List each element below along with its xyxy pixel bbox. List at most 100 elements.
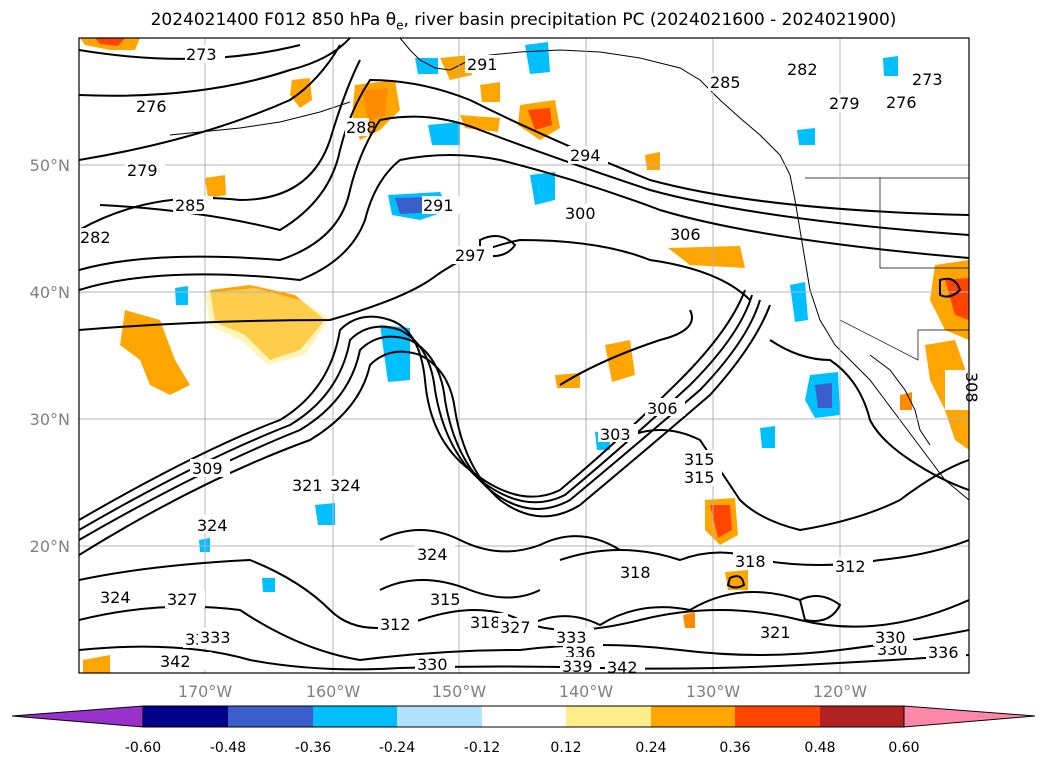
shade-blob <box>528 108 552 130</box>
contour <box>79 304 771 556</box>
shade-blob <box>710 505 732 538</box>
contour-label: 324 <box>330 476 361 495</box>
shade-blob <box>362 88 388 122</box>
contour-label: 276 <box>886 93 917 112</box>
colorbar-segment <box>820 706 904 727</box>
contour-label: 288 <box>346 118 377 137</box>
colorbar-ticks: -0.60 -0.48 -0.36 -0.24 -0.12 0.12 0.24 … <box>125 740 920 756</box>
contour <box>79 59 361 231</box>
contour-label: 315 <box>684 450 715 469</box>
colorbar-tick-label: 0.12 <box>550 740 581 756</box>
shade-blob <box>760 426 775 448</box>
contour-label: 282 <box>80 228 111 247</box>
contour-label: 330 <box>417 655 448 674</box>
contour-label: 303 <box>600 425 631 444</box>
contour <box>99 78 969 232</box>
shade-blob <box>205 175 226 198</box>
contour-label: 279 <box>829 94 860 113</box>
contour-label: 306 <box>647 399 678 418</box>
shade-blob <box>460 115 500 132</box>
contour-label: 273 <box>912 70 943 89</box>
shade-blob <box>120 310 190 395</box>
contour <box>559 309 693 386</box>
colorbar-tick-label: 0.24 <box>635 740 666 756</box>
contour-label: 336 <box>928 643 959 662</box>
colorbar-tick-label: 0.60 <box>888 740 919 756</box>
colorbar-segment <box>735 706 820 727</box>
contour <box>769 339 969 491</box>
map-background <box>79 38 969 673</box>
contour <box>939 277 962 298</box>
contour-label: 273 <box>186 45 217 64</box>
contour-label: 330 <box>875 628 906 647</box>
colorbar-tick-label: -0.24 <box>379 740 415 756</box>
contour <box>79 115 969 271</box>
shade-blob <box>883 56 898 76</box>
contour-label: 308 <box>962 372 981 403</box>
contour-label: 285 <box>175 196 206 215</box>
lat-tick: 30°N <box>30 410 70 429</box>
contour-label: 318 <box>735 552 766 571</box>
theta-e-contours <box>79 38 969 671</box>
shade-blob <box>480 82 500 102</box>
contour-label: 282 <box>787 60 818 79</box>
contour <box>79 154 969 291</box>
contour <box>798 595 842 622</box>
shade-blob <box>415 58 438 74</box>
contour-label: 306 <box>670 225 701 244</box>
contour-label: 333 <box>200 628 231 647</box>
contour-label: 291 <box>423 196 454 215</box>
contour-label: 324 <box>100 588 131 607</box>
contour <box>79 299 761 541</box>
shade-blob <box>945 278 969 320</box>
contour-label: 321 <box>760 623 791 642</box>
lat-tick: 50°N <box>30 156 70 175</box>
contour-label: 291 <box>467 55 498 74</box>
shade-blob <box>668 246 745 268</box>
contour <box>726 575 746 589</box>
lon-tick: 160°W <box>306 682 361 701</box>
lon-tick: 170°W <box>178 682 233 701</box>
map-frame <box>78 37 970 674</box>
shade-blob <box>815 383 832 408</box>
shade-blob <box>95 38 125 46</box>
contour <box>519 591 801 631</box>
contour <box>79 294 753 531</box>
colorbar-segment <box>651 706 735 727</box>
shade-blob <box>900 392 912 410</box>
contour-label: 327 <box>167 590 198 609</box>
shade-blob <box>380 325 410 382</box>
contour-label: 342 <box>607 658 638 677</box>
shade-blob <box>315 503 335 525</box>
contour-label: 333 <box>556 628 587 647</box>
colorbar-tick-label: -0.36 <box>295 740 331 756</box>
colorbar-under-arrow <box>11 705 144 728</box>
contour-label: 324 <box>197 516 228 535</box>
lon-tick: 150°W <box>432 682 487 701</box>
contour-label: 318 <box>620 563 651 582</box>
contour-label: 279 <box>127 161 158 180</box>
contour-label: 342 <box>160 652 191 671</box>
shade-blob <box>205 288 330 365</box>
contour-label: 315 <box>684 468 715 487</box>
contour-labels: 273 276 279 285 282 291 294 291 300 306 <box>79 45 981 677</box>
shade-blob <box>797 128 815 145</box>
coastline-baja <box>869 354 931 446</box>
colorbar-tick-label: -0.12 <box>464 740 500 756</box>
contour-label: 300 <box>565 204 596 223</box>
map-panel: 273 276 279 285 282 291 294 291 300 306 <box>78 37 981 677</box>
shade-blob <box>530 172 555 205</box>
contour-label: 315 <box>430 590 461 609</box>
contour-label: 321 <box>292 476 323 495</box>
colorbar-segment <box>482 706 566 727</box>
lon-tick: 120°W <box>813 682 868 701</box>
lat-tick: 40°N <box>30 283 70 302</box>
lon-tick: 140°W <box>559 682 614 701</box>
contour-label: 294 <box>570 146 601 165</box>
contour-label: 285 <box>710 73 741 92</box>
colorbar-tick-label: -0.48 <box>210 740 246 756</box>
colorbar-segment <box>228 706 313 727</box>
contour-label: 312 <box>380 615 411 634</box>
contour <box>79 605 969 662</box>
